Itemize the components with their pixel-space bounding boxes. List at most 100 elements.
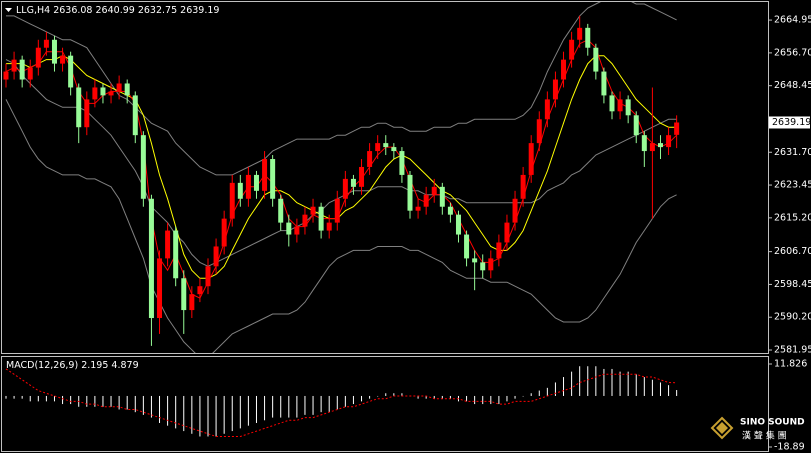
macd-bar	[538, 390, 540, 396]
candle-body	[92, 87, 98, 100]
macd-bar	[304, 395, 306, 415]
candle-body	[278, 198, 284, 223]
macd-bar	[37, 395, 39, 402]
candle-body	[375, 143, 381, 152]
price-label: 2639.19	[772, 117, 811, 128]
logo-name: SINO SOUND	[740, 418, 805, 428]
macd-bar	[619, 371, 621, 396]
candle-body	[253, 174, 259, 191]
macd-bar	[361, 395, 363, 402]
candle-body	[415, 206, 421, 211]
candle-body	[19, 59, 25, 80]
candle-body	[124, 83, 130, 96]
macd-bar	[385, 393, 387, 396]
logo-subtitle: 漢 聲 集 團	[742, 430, 787, 442]
macd-bar	[70, 395, 72, 405]
macd-bar	[320, 395, 322, 413]
y-tick-label: 2623.45	[774, 180, 811, 191]
macd-bar	[417, 395, 419, 399]
candle-body	[27, 67, 33, 80]
candle-body	[512, 198, 518, 223]
macd-bar	[643, 377, 645, 396]
chart-header: LLG,H4 2636.08 2640.99 2632.75 2639.19	[16, 5, 219, 16]
candle-body	[181, 278, 187, 311]
macd-bar	[13, 395, 15, 399]
macd-bar	[175, 395, 177, 429]
macd-bar	[199, 395, 201, 437]
macd-bar	[191, 395, 193, 434]
macd-bar	[21, 395, 23, 399]
macd-bar	[53, 395, 55, 402]
candle-body	[51, 39, 57, 64]
candle-body	[536, 119, 542, 144]
macd-bar	[272, 395, 274, 418]
signal-value: 4.879	[111, 360, 138, 371]
macd-bar	[377, 395, 379, 397]
macd-bar	[142, 395, 144, 415]
candle-body	[496, 242, 502, 259]
macd-bar	[62, 395, 64, 405]
macd-bar	[449, 395, 451, 399]
candle-body	[585, 27, 591, 48]
close: 2639.19	[180, 5, 219, 16]
candle-body	[342, 178, 348, 199]
candle-body	[262, 159, 268, 191]
macd-bar	[223, 395, 225, 434]
y-tick-label: 2590.20	[774, 312, 811, 323]
macd-bar	[676, 390, 678, 396]
macd-bar	[134, 395, 136, 413]
macd-bar	[247, 395, 249, 426]
candle-body	[270, 159, 276, 199]
candle-body	[165, 230, 171, 259]
candle-body	[84, 99, 90, 128]
candle-body	[157, 258, 163, 319]
macd-bar	[651, 379, 653, 396]
candle-body	[334, 198, 340, 223]
low: 2632.75	[138, 5, 177, 16]
symbol: LLG,H4	[16, 5, 50, 16]
candle-body	[100, 87, 106, 96]
candle-body	[60, 55, 66, 64]
candle-body	[544, 99, 550, 120]
macd-bar	[627, 371, 629, 396]
macd-bar	[546, 387, 548, 396]
macd-header: MACD(12,26,9) 2.195 4.879	[6, 360, 139, 371]
macd-bar	[5, 395, 7, 399]
macd-bar	[514, 395, 516, 399]
macd-bar	[474, 395, 476, 405]
candle-body	[504, 222, 510, 243]
macd-value: 2.195	[81, 360, 108, 371]
menu-arrow[interactable]	[5, 8, 12, 12]
candle-body	[229, 182, 235, 219]
candle-body	[221, 218, 227, 247]
y-tick-label: 2615.20	[774, 212, 811, 223]
logo: SINO SOUND 漢 聲 集 團	[710, 416, 805, 442]
candle-body	[455, 214, 461, 235]
macd-bar	[668, 385, 670, 396]
macd-bar	[126, 395, 128, 410]
y-tick-label: 2598.45	[774, 279, 811, 290]
candle-body	[11, 59, 17, 72]
candle-body	[302, 214, 308, 227]
macd-bar	[231, 395, 233, 432]
macd-frame	[1, 356, 769, 452]
macd-bar	[159, 395, 161, 423]
candle-body	[286, 222, 292, 235]
y-tick-label: 2664.95	[774, 15, 811, 26]
macd-bar	[659, 382, 661, 396]
macd-title: MACD(12,26,9)	[6, 360, 78, 371]
macd-bar	[86, 395, 88, 407]
candle-body	[488, 258, 494, 271]
indicator-line	[6, 2, 677, 176]
candle-body	[359, 166, 365, 187]
macd-bar	[118, 395, 120, 410]
candle-body	[173, 230, 179, 279]
macd-bar	[280, 395, 282, 418]
macd-bar	[352, 395, 354, 405]
candle-body	[116, 83, 122, 92]
candle-body	[674, 122, 680, 135]
high: 2640.99	[96, 5, 135, 16]
y-tick-label: 11.826	[774, 359, 807, 370]
candle-body	[552, 79, 558, 100]
candle-body	[189, 294, 195, 311]
